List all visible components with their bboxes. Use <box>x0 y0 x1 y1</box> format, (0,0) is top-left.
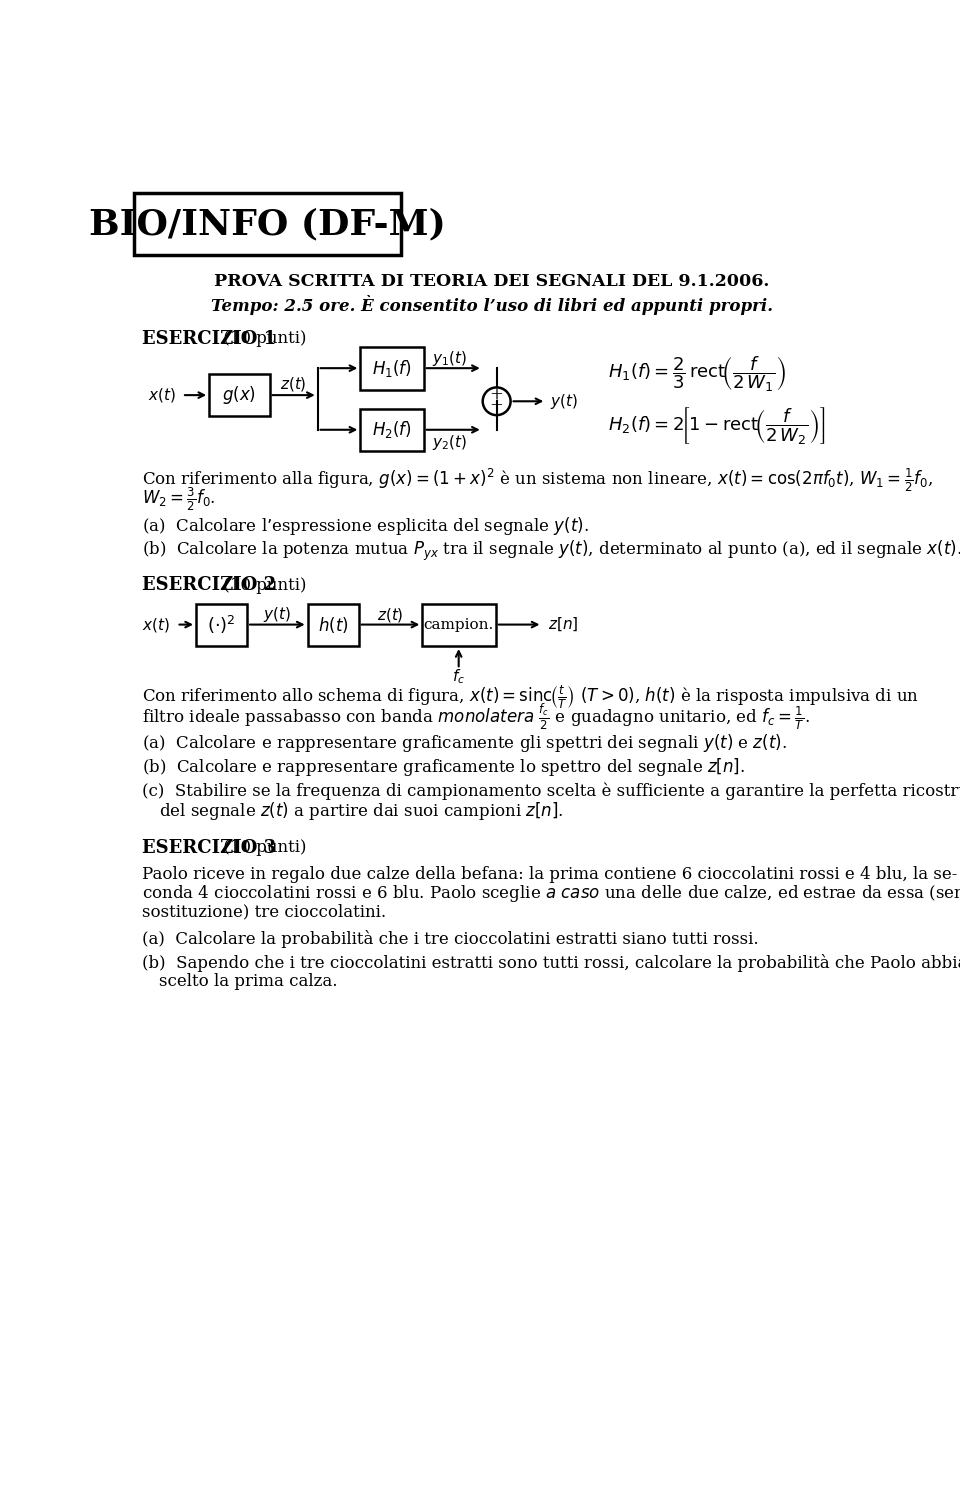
Text: $y_1(t)$: $y_1(t)$ <box>432 349 467 368</box>
Text: (b)  Calcolare e rappresentare graficamente lo spettro del segnale $z[n]$.: (b) Calcolare e rappresentare graficamen… <box>142 755 745 778</box>
Text: ESERCIZIO 2: ESERCIZIO 2 <box>142 576 276 594</box>
Text: $z(t)$: $z(t)$ <box>377 606 404 624</box>
Text: $z(t)$: $z(t)$ <box>280 375 307 393</box>
Text: $x(t)$: $x(t)$ <box>142 615 170 634</box>
Text: scelto la prima calza.: scelto la prima calza. <box>158 974 337 990</box>
Text: (c)  Stabilire se la frequenza di campionamento scelta è sufficiente a garantire: (c) Stabilire se la frequenza di campion… <box>142 782 960 800</box>
Text: $H_2(f) = 2\!\left[1 - \mathrm{rect}\!\left(\dfrac{f}{2\,W_2}\right)\right]$: $H_2(f) = 2\!\left[1 - \mathrm{rect}\!\l… <box>609 405 826 446</box>
FancyBboxPatch shape <box>209 374 270 416</box>
Text: $y(t)$: $y(t)$ <box>263 604 291 624</box>
Text: BIO/INFO (DF-M): BIO/INFO (DF-M) <box>89 206 446 241</box>
Text: sostituzione) tre cioccolatini.: sostituzione) tre cioccolatini. <box>142 904 386 920</box>
Text: (b)  Sapendo che i tre cioccolatini estratti sono tutti rossi, calcolare la prob: (b) Sapendo che i tre cioccolatini estra… <box>142 954 960 972</box>
Text: Con riferimento allo schema di figura, $x(t) = \mathrm{sinc}\!\left(\frac{t}{T}\: Con riferimento allo schema di figura, $… <box>142 684 919 711</box>
FancyBboxPatch shape <box>307 604 359 646</box>
Text: $h(t)$: $h(t)$ <box>318 615 348 634</box>
Text: (a)  Calcolare la probabilità che i tre cioccolatini estratti siano tutti rossi.: (a) Calcolare la probabilità che i tre c… <box>142 929 758 948</box>
Text: del segnale $z(t)$ a partire dai suoi campioni $z[n]$.: del segnale $z(t)$ a partire dai suoi ca… <box>158 800 564 821</box>
Text: (a)  Calcolare e rappresentare graficamente gli spettri dei segnali $y(t)$ e $z(: (a) Calcolare e rappresentare graficamen… <box>142 732 786 754</box>
Text: (a)  Calcolare l’espressione esplicita del segnale $y(t)$.: (a) Calcolare l’espressione esplicita de… <box>142 515 588 537</box>
Text: ESERCIZIO 1: ESERCIZIO 1 <box>142 331 276 349</box>
FancyBboxPatch shape <box>360 408 423 452</box>
FancyBboxPatch shape <box>196 604 247 646</box>
Text: +: + <box>490 386 504 402</box>
Text: $y_2(t)$: $y_2(t)$ <box>432 434 467 452</box>
Text: $(\cdot)^2$: $(\cdot)^2$ <box>207 613 236 636</box>
Text: $g(x)$: $g(x)$ <box>223 384 256 405</box>
Text: PROVA SCRITTA DI TEORIA DEI SEGNALI DEL 9.1.2006.: PROVA SCRITTA DI TEORIA DEI SEGNALI DEL … <box>214 272 770 290</box>
Text: $z[n]$: $z[n]$ <box>548 616 578 633</box>
Text: Tempo: 2.5 ore. È consentito l’uso di libri ed appunti propri.: Tempo: 2.5 ore. È consentito l’uso di li… <box>211 295 773 316</box>
Text: (10 punti): (10 punti) <box>218 331 306 347</box>
Text: (10 punti): (10 punti) <box>218 577 306 594</box>
Text: $x(t)$: $x(t)$ <box>148 386 176 404</box>
Text: +: + <box>490 396 504 413</box>
Text: ESERCIZIO 3: ESERCIZIO 3 <box>142 839 276 857</box>
Text: conda 4 cioccolatini rossi e 6 blu. Paolo sceglie $\mathit{a\ caso}$ una delle d: conda 4 cioccolatini rossi e 6 blu. Paol… <box>142 883 960 904</box>
FancyBboxPatch shape <box>360 347 423 390</box>
Text: (b)  Calcolare la potenza mutua $P_{yx}$ tra il segnale $y(t)$, determinato al p: (b) Calcolare la potenza mutua $P_{yx}$ … <box>142 539 960 562</box>
Text: $H_1(f) = \dfrac{2}{3}\,\mathrm{rect}\!\left(\dfrac{f}{2\,W_1}\right)$: $H_1(f) = \dfrac{2}{3}\,\mathrm{rect}\!\… <box>609 355 786 393</box>
Text: $H_2(f)$: $H_2(f)$ <box>372 419 412 440</box>
FancyBboxPatch shape <box>422 604 496 646</box>
Text: $H_1(f)$: $H_1(f)$ <box>372 358 412 378</box>
Text: Paolo riceve in regalo due calze della befana: la prima contiene 6 cioccolatini : Paolo riceve in regalo due calze della b… <box>142 866 957 883</box>
Text: $W_2 = \frac{3}{2}f_0$.: $W_2 = \frac{3}{2}f_0$. <box>142 485 215 513</box>
Text: $f_c$: $f_c$ <box>452 667 466 687</box>
Text: (10 punti): (10 punti) <box>218 839 306 856</box>
Text: Con riferimento alla figura, $g(x) = (1+x)^2$ è un sistema non lineare, $x(t) = : Con riferimento alla figura, $g(x) = (1+… <box>142 467 933 494</box>
Text: $y(t)$: $y(t)$ <box>550 392 578 411</box>
Text: campion.: campion. <box>423 618 493 631</box>
Text: filtro ideale passabasso con banda $\mathit{monolatera}$ $\frac{f_c}{2}$ e guada: filtro ideale passabasso con banda $\mat… <box>142 702 809 732</box>
FancyBboxPatch shape <box>134 193 401 254</box>
